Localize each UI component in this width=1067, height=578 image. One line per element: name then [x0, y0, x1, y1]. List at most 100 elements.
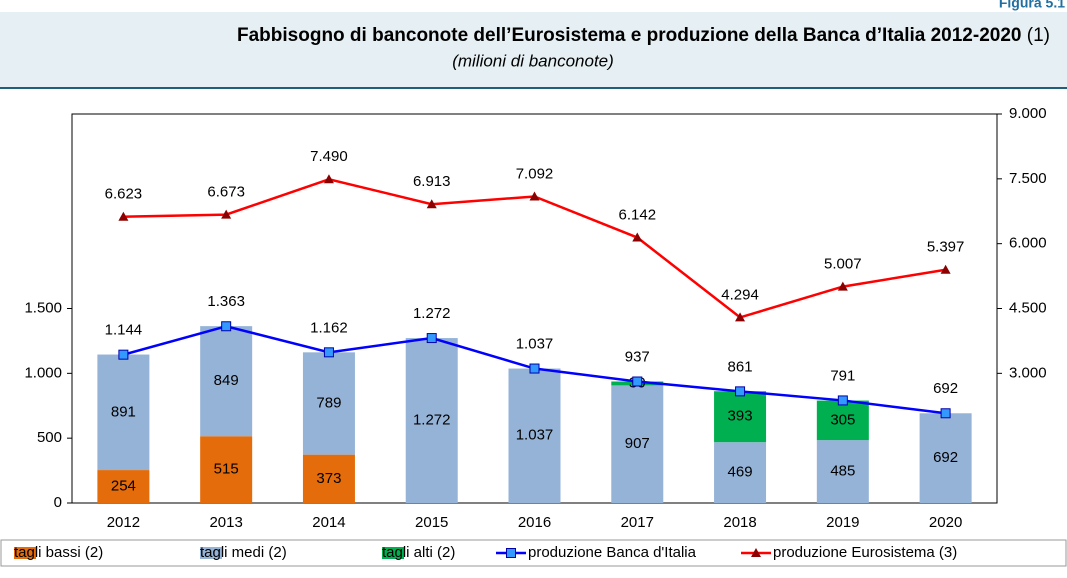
line-label: 1.162	[310, 319, 348, 336]
marker	[735, 312, 746, 322]
marker	[837, 395, 848, 406]
bar-segment	[611, 385, 664, 503]
bar-label: 789	[316, 394, 341, 411]
legend-swatch	[14, 547, 36, 559]
line-label: 791	[830, 367, 855, 384]
marker	[837, 281, 848, 291]
x-tick-label: 2015	[415, 514, 448, 531]
bar-label: 469	[728, 464, 753, 481]
bar-label: 692	[933, 449, 958, 466]
marker	[221, 321, 232, 332]
x-tick-label: 2013	[209, 514, 242, 531]
bar-segment	[714, 391, 767, 443]
bar-segment	[714, 442, 767, 503]
x-tick-label: 2018	[723, 514, 756, 531]
marker	[529, 191, 540, 201]
bar-label: 254	[111, 478, 136, 495]
title-note: (1)	[1027, 25, 1050, 46]
figure-label: Figura 5.1	[999, 0, 1065, 11]
y-tick-label: 500	[37, 429, 62, 446]
bar-segment	[200, 436, 253, 503]
y-tick-label: 1.000	[24, 364, 62, 381]
y2-tick-label: 6.000	[1009, 235, 1047, 252]
legend-label: produzione Eurosistema (3)	[773, 544, 957, 561]
bar-segment	[200, 326, 253, 437]
line-label: 1.363	[207, 293, 245, 310]
line-label: 6.623	[105, 186, 143, 203]
chart-subtitle: (milioni di banconote)	[452, 51, 614, 70]
bar-segment	[97, 354, 150, 471]
bar-segment	[508, 368, 561, 503]
legend-label: tagli medi (2)	[200, 544, 287, 561]
bar-label: 891	[111, 403, 136, 420]
marker	[426, 333, 437, 344]
y2-tick-label: 4.500	[1009, 299, 1047, 316]
line-label: 7.092	[516, 165, 554, 182]
x-tick-label: 2012	[107, 514, 140, 531]
x-tick-label: 2014	[312, 514, 345, 531]
marker	[426, 199, 437, 209]
bar-segment	[97, 470, 150, 503]
marker	[529, 363, 540, 374]
marker	[632, 232, 643, 242]
line-label: 5.397	[927, 239, 965, 256]
line-label: 6.673	[207, 184, 245, 201]
legend-swatch	[200, 547, 222, 559]
x-tick-label: 2019	[826, 514, 859, 531]
bar-segment	[919, 413, 972, 503]
marker	[118, 349, 129, 360]
marker	[632, 376, 643, 387]
x-tick-label: 2016	[518, 514, 551, 531]
line-label: 1.144	[105, 322, 143, 339]
bar-label: 907	[625, 435, 650, 452]
legend-swatch	[382, 547, 404, 559]
line-label: 6.142	[619, 206, 657, 223]
y-tick-label: 0	[54, 494, 62, 511]
y2-tick-label: 9.000	[1009, 105, 1047, 122]
bar-segment	[302, 454, 355, 503]
bar-segment	[816, 440, 869, 503]
line-label: 5.007	[824, 256, 862, 273]
marker	[940, 264, 951, 274]
line-label: 937	[625, 348, 650, 365]
bar-label: 373	[316, 470, 341, 487]
line-label: 4.294	[721, 286, 759, 303]
line-label: 1.272	[413, 305, 451, 322]
marker	[323, 347, 334, 358]
legend-label: produzione Banca d'Italia	[528, 544, 697, 561]
line-label: 692	[933, 380, 958, 397]
x-tick-label: 2017	[621, 514, 654, 531]
marker	[118, 211, 129, 221]
chart-title: Fabbisogno di banconote dell’Eurosistema…	[237, 25, 1050, 46]
legend-label: tagli bassi (2)	[14, 544, 103, 561]
legend-marker	[751, 548, 761, 557]
bar-label: 1.272	[413, 412, 451, 429]
bar-segment	[405, 338, 458, 503]
bar-label: 485	[830, 463, 855, 480]
y2-tick-label: 7.500	[1009, 170, 1047, 187]
bar-label: 849	[214, 372, 239, 389]
legend-label: tagli alti (2)	[382, 544, 455, 561]
bar-segment	[302, 352, 355, 455]
x-tick-label: 2020	[929, 514, 962, 531]
marker	[323, 174, 334, 184]
bar-label: 515	[214, 461, 239, 478]
y-tick-label: 1.500	[24, 299, 62, 316]
bar-segment	[816, 400, 869, 441]
line-label: 7.490	[310, 148, 348, 165]
bar-label: 1.037	[516, 427, 554, 444]
bar-label: 393	[728, 408, 753, 425]
line-label: 861	[728, 358, 753, 375]
line-label: 6.913	[413, 173, 451, 190]
marker	[735, 386, 746, 397]
y2-tick-label: 3.000	[1009, 364, 1047, 381]
title-band	[0, 12, 1067, 88]
marker	[221, 209, 232, 219]
bar-label: 305	[830, 411, 855, 428]
title-text: Fabbisogno di banconote dell’Eurosistema…	[237, 25, 1021, 46]
legend-frame	[0, 539, 1067, 567]
legend-marker	[506, 548, 516, 558]
line-label: 1.037	[516, 336, 554, 353]
marker	[940, 408, 951, 419]
